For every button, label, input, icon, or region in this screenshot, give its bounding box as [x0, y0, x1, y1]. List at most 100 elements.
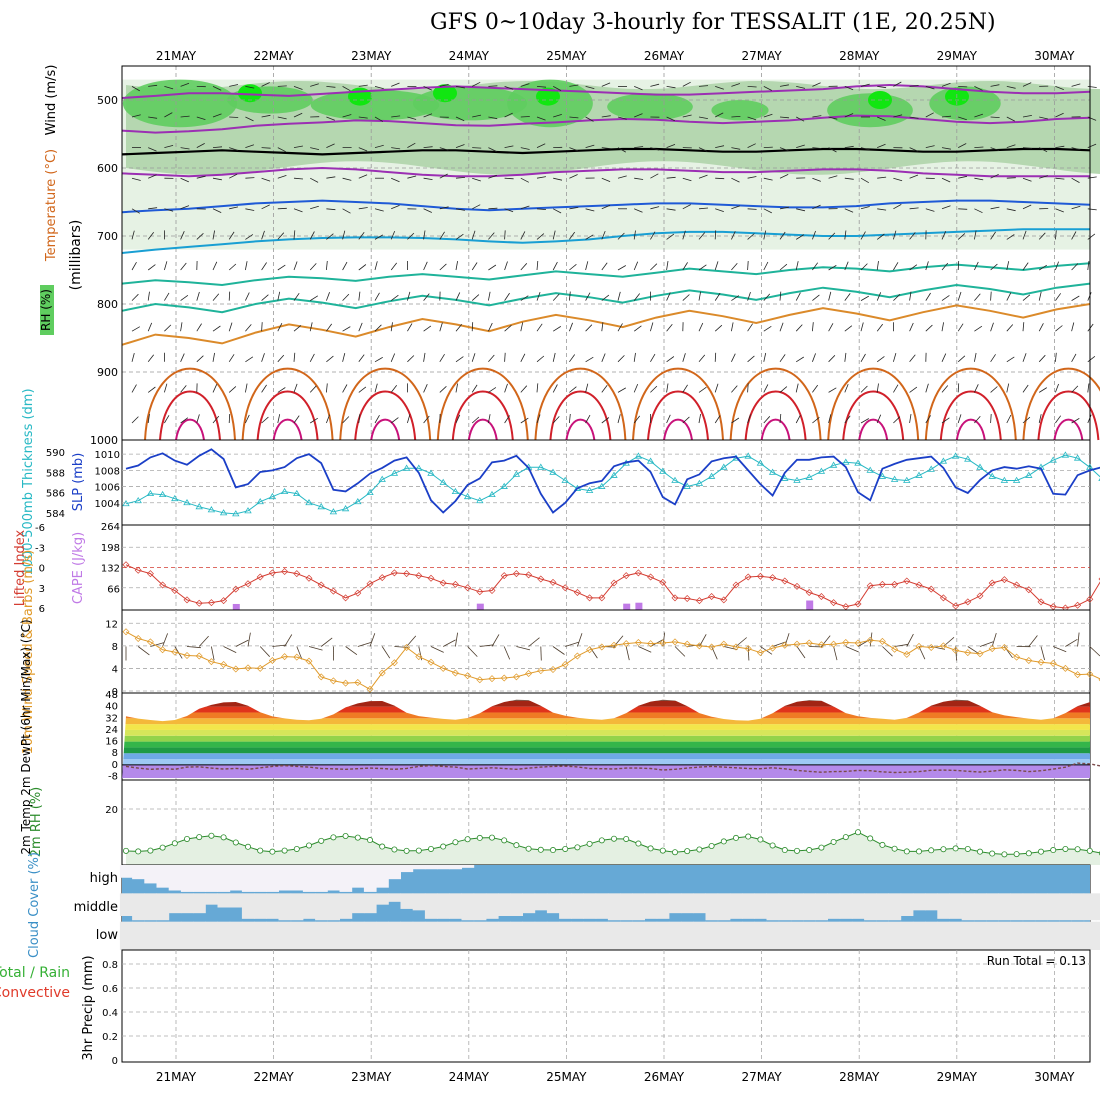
rh2m-point: [563, 846, 568, 851]
cloud-gap: [242, 893, 255, 919]
rh2m-point: [746, 834, 751, 839]
precip-panel-frame: [122, 950, 1090, 1062]
slp-tick: 1004: [95, 499, 120, 510]
cloud-gap: [840, 893, 853, 919]
wind-barb: [278, 86, 287, 87]
cloud-gap: [840, 922, 853, 950]
rh2m-point: [868, 836, 873, 841]
rh2m-point: [319, 838, 324, 843]
cape-bar: [477, 604, 484, 610]
rh2m-point: [477, 835, 482, 840]
cloud-gap: [876, 922, 889, 950]
cloud-gap: [1035, 893, 1048, 920]
rh2m-point: [794, 848, 799, 853]
x-label-bottom: 23MAY: [351, 1070, 392, 1084]
rh2m-point: [1038, 849, 1043, 854]
cloud-gap: [388, 893, 401, 902]
wind-barb: [472, 148, 481, 149]
precip-tick: 0.8: [102, 960, 118, 971]
cloud-gap: [144, 922, 157, 950]
rh2m-point: [782, 847, 787, 852]
cloud-gap: [986, 922, 999, 950]
cloud-gap: [425, 865, 438, 869]
cloud-gap: [266, 922, 279, 950]
cloud-gap: [828, 922, 841, 950]
x-label-bottom: 27MAY: [741, 1070, 782, 1084]
rh2m-point: [1014, 851, 1019, 856]
x-label-bottom: 22MAY: [253, 1070, 294, 1084]
cloud-gap: [230, 922, 243, 950]
wind-barb: [229, 292, 230, 301]
cloud-gap: [584, 893, 597, 919]
rh2m-point: [404, 848, 409, 853]
cape-bar: [806, 601, 813, 610]
cloud-gap: [535, 922, 548, 950]
cloud-gap: [193, 865, 206, 892]
cloud-gap: [303, 893, 316, 919]
x-label-top: 24MAY: [449, 49, 490, 63]
cloud-gap: [620, 893, 633, 920]
cloud-gap: [1047, 922, 1060, 950]
cloud-gap: [254, 893, 267, 919]
wind-barb: [229, 117, 238, 118]
cloud-gap: [449, 893, 462, 919]
cloud-gap: [498, 893, 511, 916]
cloud-gap: [632, 922, 645, 950]
cloud-gap: [889, 893, 902, 920]
cloud-gap: [986, 893, 999, 920]
cloud-gap: [901, 893, 914, 916]
rh2m-point: [123, 848, 128, 853]
cloud-gap: [279, 893, 292, 920]
cloud-gap: [730, 922, 743, 950]
cloud-gap: [1035, 922, 1048, 950]
cloud-gap: [620, 922, 633, 950]
cloud-gap: [791, 922, 804, 950]
cloud-gap: [547, 922, 560, 950]
cloud-gap: [510, 922, 523, 950]
cloud-gap: [523, 893, 536, 913]
cloud-gap: [327, 893, 340, 920]
x-label-top: 25MAY: [546, 49, 587, 63]
precip-tick: 0: [112, 1056, 118, 1067]
rh2m-point: [355, 835, 360, 840]
cloud-gap: [144, 865, 157, 883]
rh2m-point: [855, 830, 860, 835]
rh2m-point: [245, 844, 250, 849]
ylabel-rh: RH (%): [39, 289, 53, 331]
cloud-gap: [486, 893, 499, 919]
rh2m-point: [953, 846, 958, 851]
rh2m-point: [160, 845, 165, 850]
cloud-gap: [1084, 893, 1097, 920]
rh2m-point: [672, 850, 677, 855]
temp-band: [122, 742, 1090, 748]
cloud-gap: [498, 922, 511, 950]
cape-tick: 264: [101, 522, 120, 533]
rh2m-point: [1002, 852, 1007, 857]
cloud-gap: [437, 865, 450, 869]
cloud-gap: [584, 922, 597, 950]
cloud-gap: [632, 893, 645, 920]
cloud-gap: [1059, 922, 1072, 950]
cloud-gap: [998, 922, 1011, 950]
cloud-gap: [754, 893, 767, 919]
y-tick-label: 800: [97, 298, 118, 311]
cloud-gap: [474, 922, 487, 950]
rh2m-point: [172, 841, 177, 846]
rh2m-point: [831, 839, 836, 844]
rh2m-point: [1026, 851, 1031, 856]
wind-barb: [809, 647, 823, 648]
cloud-gap: [852, 922, 865, 950]
ylabel-wind: Wind (m/s): [44, 65, 59, 136]
rh2m-point: [941, 847, 946, 852]
cloud-gap: [681, 922, 694, 950]
rh2m-point: [514, 843, 519, 848]
cape-bar: [635, 603, 642, 610]
cloud-gap: [132, 893, 145, 920]
cloud-gap: [767, 893, 780, 920]
rh2m-point: [624, 836, 629, 841]
rh2m-point: [550, 847, 555, 852]
li-tick: 3: [39, 584, 45, 595]
rh2m-point: [136, 849, 141, 854]
cloud-gap: [401, 922, 414, 950]
